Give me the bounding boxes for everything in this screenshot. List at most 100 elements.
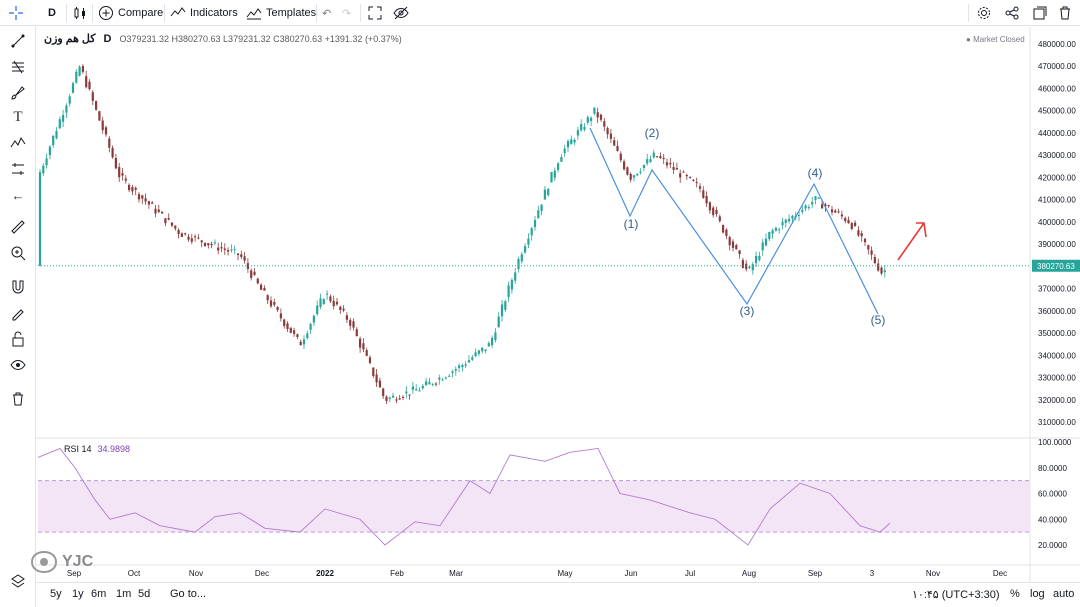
candle-body xyxy=(382,388,385,397)
percent-toggle[interactable]: % xyxy=(1010,588,1020,600)
price-tick-label: 460000.00 xyxy=(1038,84,1076,93)
hide-drawings-icon[interactable] xyxy=(393,3,409,23)
candles-style-icon[interactable] xyxy=(72,3,88,23)
candle-body xyxy=(349,320,352,326)
candle-body xyxy=(392,395,395,398)
candle-body xyxy=(830,209,834,213)
snapshot-icon[interactable] xyxy=(1032,3,1048,23)
settings-gear-icon[interactable] xyxy=(976,3,992,23)
range-5d[interactable]: 5d xyxy=(138,588,151,600)
candle-body xyxy=(857,230,860,236)
crosshair-icon[interactable] xyxy=(8,3,24,23)
share-icon[interactable] xyxy=(1004,3,1020,23)
candle-body xyxy=(814,196,817,200)
interval-button[interactable]: D xyxy=(48,7,56,19)
candle-body xyxy=(137,194,141,200)
candle-body xyxy=(573,139,576,143)
eye-icon[interactable] xyxy=(8,355,28,375)
candle-body xyxy=(174,225,177,229)
pattern-icon[interactable] xyxy=(8,133,28,153)
price-tick-label: 310000.00 xyxy=(1038,418,1076,427)
wave-label: (2) xyxy=(645,126,660,140)
range-5y[interactable]: 5y xyxy=(50,588,62,600)
candle-body xyxy=(639,171,642,173)
candle-body xyxy=(764,238,768,246)
text-tool-icon[interactable]: T xyxy=(13,108,23,125)
candle-body xyxy=(108,138,111,148)
trash-icon[interactable] xyxy=(1058,3,1072,23)
candle-body xyxy=(547,188,550,196)
back-arrow-icon[interactable]: ← xyxy=(11,187,25,203)
price-chart[interactable]: (1) (2) (3) (4) (5) 480000.00 470000.00 460000… xyxy=(0,27,1080,582)
candle-body xyxy=(616,146,619,152)
price-tick-label: 390000.00 xyxy=(1038,240,1076,249)
ruler-icon[interactable] xyxy=(8,217,28,237)
magnet-icon[interactable] xyxy=(8,277,28,297)
bottom-toolbar: 5y 1y 6m 1m 5d Go to... ۱۰:۴۵ (UTC+3:30)… xyxy=(36,582,1080,607)
time-tick-label: 2022 xyxy=(316,569,334,578)
candle-body xyxy=(533,220,537,228)
candle-body xyxy=(283,319,286,326)
candle-body xyxy=(491,337,494,346)
candle-body xyxy=(378,380,381,388)
rsi-line xyxy=(37,447,891,546)
candle-body xyxy=(821,204,824,209)
undo-icon[interactable]: ↶ xyxy=(322,7,332,20)
candle-body xyxy=(210,243,213,246)
candle-body xyxy=(731,241,735,248)
prediction-icon[interactable] xyxy=(8,159,28,179)
time-tick-label: 3 xyxy=(870,569,875,578)
compare-button[interactable]: Compare xyxy=(98,3,163,23)
fullscreen-icon[interactable] xyxy=(367,3,383,23)
symbol-name[interactable]: کل هم وزن xyxy=(44,33,96,45)
layers-icon[interactable] xyxy=(8,571,28,591)
candle-body xyxy=(570,139,573,145)
candle-body xyxy=(705,195,708,204)
trash-drawings-icon[interactable] xyxy=(8,389,28,409)
range-1y[interactable]: 1y xyxy=(72,588,84,600)
lock-icon[interactable] xyxy=(8,329,28,349)
candle-body xyxy=(428,381,431,385)
indicators-button[interactable]: Indicators xyxy=(170,3,238,23)
candle-body xyxy=(606,128,609,135)
candle-body xyxy=(844,217,847,222)
time-tick-label: Mar xyxy=(449,569,463,578)
timezone-clock[interactable]: ۱۰:۴۵ (UTC+3:30) xyxy=(912,589,1000,601)
candle-body xyxy=(863,238,867,243)
templates-button[interactable]: Templates xyxy=(246,3,316,23)
candle-body xyxy=(296,334,299,338)
pitchfork-icon[interactable] xyxy=(8,57,28,77)
zoom-in-icon[interactable] xyxy=(8,243,28,263)
brush-icon[interactable] xyxy=(8,83,28,103)
candle-body xyxy=(194,236,197,238)
range-1m[interactable]: 1m xyxy=(116,588,132,600)
time-tick-label: Dec xyxy=(993,569,1007,578)
candle-body xyxy=(817,197,820,199)
candle-body xyxy=(718,216,721,222)
rsi-legend: RSI 14 34.9898 xyxy=(64,444,130,454)
candle-body xyxy=(217,247,220,251)
lock-drawing-icon[interactable] xyxy=(8,303,28,323)
candle-body xyxy=(827,205,830,207)
redo-icon[interactable]: ↷ xyxy=(342,7,352,20)
auto-toggle[interactable]: auto xyxy=(1053,588,1075,600)
candle-body xyxy=(788,218,791,222)
goto-button[interactable]: Go to... xyxy=(170,588,207,600)
price-axis: 480000.00 470000.00 460000.00 450000.00 4400… xyxy=(38,40,1080,427)
market-status: ● Market Closed xyxy=(966,35,1025,44)
candle-body xyxy=(375,374,378,383)
price-tick-label: 360000.00 xyxy=(1038,307,1076,316)
candle-body xyxy=(253,271,256,276)
candle-body xyxy=(368,357,372,363)
range-6m[interactable]: 6m xyxy=(91,588,107,600)
candle-body xyxy=(599,114,603,120)
candle-body xyxy=(768,232,771,240)
rsi-name[interactable]: RSI 14 xyxy=(64,444,92,454)
log-toggle[interactable]: log xyxy=(1030,588,1045,600)
candle-body xyxy=(306,333,309,339)
candle-body xyxy=(623,161,626,170)
candle-body xyxy=(276,306,279,311)
trendline-icon[interactable] xyxy=(8,31,28,51)
candle-body xyxy=(560,157,563,162)
candle-body xyxy=(735,244,738,250)
